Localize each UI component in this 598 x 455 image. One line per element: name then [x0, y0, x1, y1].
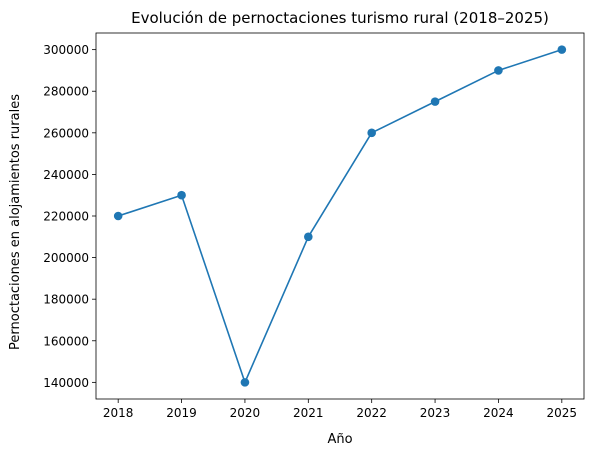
data-point — [177, 190, 186, 200]
x-tick-label: 2021 — [293, 406, 324, 420]
x-tick-label: 2023 — [420, 406, 451, 420]
x-tick-label: 2022 — [356, 406, 387, 420]
data-point — [304, 232, 313, 242]
series-line — [117, 48, 563, 384]
data-point — [113, 211, 123, 221]
y-tick-label: 220000 — [43, 210, 89, 224]
data-point — [557, 45, 567, 54]
x-axis-label: Año — [327, 432, 352, 447]
y-tick-label: 240000 — [43, 168, 89, 182]
chart-title: Evolución de pernoctaciones turismo rura… — [131, 9, 549, 27]
y-axis-label: Pernoctaciones en alojamientos rurales — [8, 94, 23, 350]
x-tick-label: 2024 — [483, 406, 514, 420]
y-tick-label: 300000 — [43, 43, 89, 57]
y-tick-label: 180000 — [43, 293, 89, 307]
y-tick-label: 280000 — [43, 85, 89, 99]
y-tick-label: 160000 — [43, 334, 89, 348]
x-tick-label: 2025 — [547, 406, 578, 420]
data-point — [494, 66, 503, 75]
x-tick-label: 2018 — [103, 406, 134, 420]
data-point — [240, 378, 250, 387]
y-tick-label: 260000 — [43, 126, 89, 140]
x-tick-label: 2020 — [230, 406, 261, 420]
axes-frame — [95, 32, 585, 400]
data-point — [430, 97, 440, 106]
y-tick-label: 200000 — [43, 251, 89, 265]
x-tick-label: 2019 — [166, 406, 197, 420]
data-point — [367, 128, 376, 138]
plot-area: 2018 2019 2020 2021 2022 2023 2024 2025 140000 16… — [43, 32, 585, 420]
y-tick-label: 140000 — [43, 376, 89, 390]
